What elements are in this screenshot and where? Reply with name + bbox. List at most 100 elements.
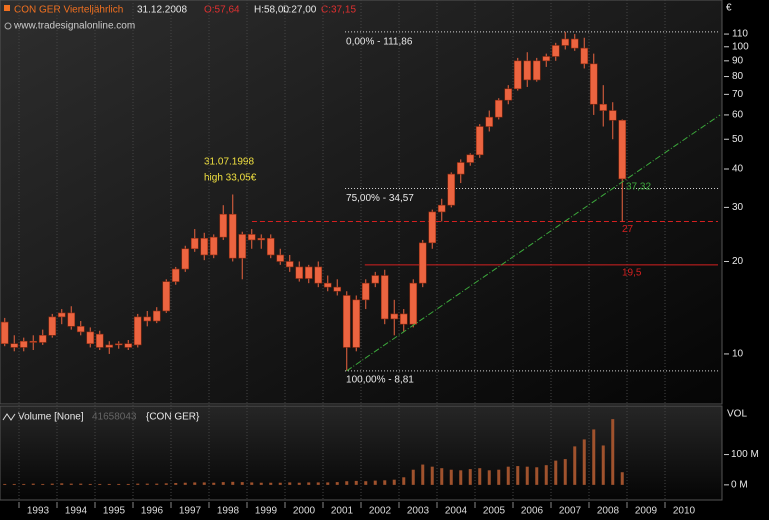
volume-bar — [50, 483, 54, 485]
web-icon — [4, 22, 12, 30]
candle-body — [618, 119, 627, 180]
volume-bar — [278, 482, 282, 485]
x-tick-label: 1995 — [103, 506, 126, 517]
candle-body — [333, 286, 342, 292]
trendline-label: 37,32 — [626, 182, 651, 193]
x-tick-label: 2006 — [521, 506, 544, 517]
volume-bar — [497, 469, 501, 485]
volume-bar — [620, 472, 624, 485]
volume-bar — [468, 469, 472, 485]
level-label: 27 — [622, 224, 634, 235]
x-tick-label: 2003 — [407, 506, 430, 517]
x-tick-label: 2010 — [673, 506, 696, 517]
candle-body — [124, 343, 133, 348]
volume-bar — [136, 483, 140, 485]
candle-body — [456, 162, 465, 175]
volume-bar — [506, 466, 510, 485]
candle-body — [542, 56, 551, 62]
volume-bar — [544, 465, 548, 485]
volume-bar — [478, 468, 482, 485]
volume-bar — [88, 483, 92, 485]
candle-body — [76, 326, 85, 333]
volume-bar — [563, 459, 567, 485]
candle-body — [466, 154, 475, 163]
volume-bar — [12, 483, 16, 485]
volume-bar — [392, 479, 396, 485]
x-tick-label: 1997 — [179, 506, 202, 517]
candle-body — [371, 275, 380, 284]
volume-bar — [316, 482, 320, 485]
volume-bar — [259, 482, 263, 485]
x-tick-label: 1994 — [65, 506, 88, 517]
volume-bar — [60, 483, 64, 485]
candle-body — [67, 312, 76, 327]
y-tick-label: 30 — [732, 202, 744, 213]
candle-body — [276, 254, 285, 262]
candle-body — [266, 237, 275, 256]
volume-bar — [3, 483, 7, 485]
candle-body — [19, 340, 28, 348]
volume-bar — [69, 483, 73, 485]
candle-body — [10, 343, 19, 348]
x-tick-label: 1998 — [217, 506, 240, 517]
y-tick-label: 100 M — [731, 449, 759, 460]
source: www.tradesignalonline.com — [13, 21, 135, 32]
candle-body — [342, 295, 351, 348]
x-tick-label: 2004 — [445, 506, 468, 517]
volume-bar — [107, 483, 111, 485]
candle-body — [247, 234, 256, 241]
x-tick-label: 1996 — [141, 506, 164, 517]
candle-body — [475, 126, 484, 156]
y-tick-label: 50 — [732, 134, 744, 145]
annotation: high 33,05€ — [204, 173, 257, 184]
candle-body — [152, 310, 161, 322]
candle-body — [257, 237, 266, 241]
candle-body — [418, 242, 427, 284]
volume-bar — [582, 439, 586, 485]
candle-body — [447, 173, 456, 206]
x-tick-label: 2009 — [635, 506, 658, 517]
volume-bar — [516, 466, 520, 485]
candle-body — [494, 99, 503, 118]
candle-body — [38, 334, 47, 343]
volume-axis-label: VOL — [727, 409, 747, 420]
candle-body — [323, 282, 332, 288]
volume-symbol: {CON GER} — [146, 412, 200, 423]
x-tick-label: 1999 — [255, 506, 278, 517]
candle-body — [580, 47, 589, 65]
volume-bar — [231, 481, 235, 485]
volume-bar — [525, 466, 529, 485]
candle-body — [399, 313, 408, 325]
candle-body — [523, 60, 532, 81]
volume-bar — [459, 470, 463, 485]
candle-body — [162, 281, 171, 312]
candle-body — [57, 312, 66, 318]
annotation: 31.07.1998 — [204, 157, 254, 168]
volume-bar — [41, 483, 45, 485]
candle-body — [428, 211, 437, 244]
candle-body — [29, 340, 38, 343]
volume-bar — [31, 483, 35, 485]
volume-bar — [573, 446, 577, 485]
volume-bar — [174, 483, 178, 485]
volume-bar — [307, 482, 311, 485]
candle-body — [352, 299, 361, 348]
volume-bar — [601, 445, 605, 485]
volume-bar — [202, 482, 206, 485]
x-tick-label: 2001 — [331, 506, 354, 517]
y-tick-label: 110 — [732, 29, 748, 40]
candle-body — [390, 313, 399, 320]
y-tick-label: 80 — [732, 71, 744, 82]
candle-body — [485, 116, 494, 127]
candle-body — [171, 268, 180, 282]
volume-bar — [221, 482, 225, 485]
candle-body — [48, 316, 57, 336]
y-tick-label: 90 — [732, 55, 744, 66]
volume-bar — [487, 470, 491, 485]
candle-body — [599, 103, 608, 111]
y-tick-label: 10 — [732, 349, 744, 360]
volume-last: 41658043 — [92, 412, 137, 423]
chart-title: CON GER Vierteljährlich — [14, 5, 123, 16]
close-label: C:37,15 — [321, 5, 356, 16]
